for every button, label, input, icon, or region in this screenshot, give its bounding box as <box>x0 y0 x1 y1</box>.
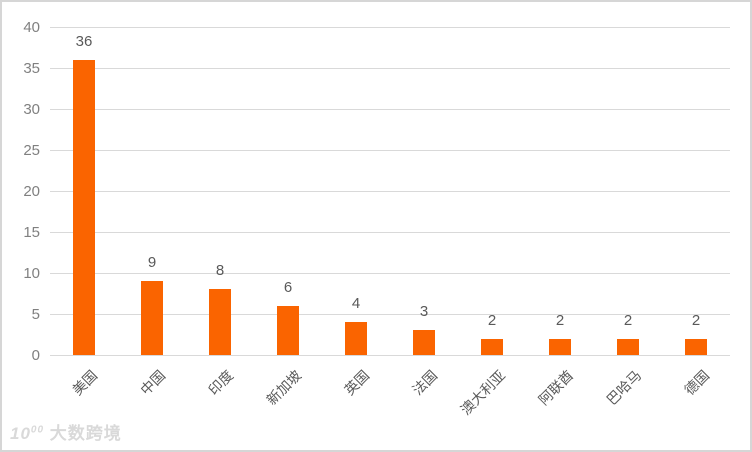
gridline-y15 <box>50 231 730 233</box>
x-tick-label: 英国 <box>341 367 373 399</box>
gridline-y10 <box>50 272 730 274</box>
bar-德国 <box>685 338 707 355</box>
value-label: 8 <box>215 262 225 280</box>
gridline-y35 <box>50 67 730 69</box>
x-tick-label: 印度 <box>205 367 237 399</box>
y-tick-label: 30 <box>23 100 40 118</box>
x-tick-label: 德国 <box>681 367 713 399</box>
bar-印度 <box>209 289 231 355</box>
value-label: 2 <box>691 311 701 329</box>
bar-澳大利亚 <box>481 338 503 355</box>
value-label: 2 <box>623 311 633 329</box>
gridline-y20 <box>50 190 730 192</box>
value-label: 4 <box>351 295 361 313</box>
bar-巴哈马 <box>617 338 639 355</box>
y-tick-label: 0 <box>31 346 40 364</box>
bar-法国 <box>413 330 435 355</box>
watermark-logo-icon: 1000 <box>10 424 45 443</box>
y-tick-label: 25 <box>23 141 40 159</box>
watermark-text: 大数跨境 <box>49 424 122 443</box>
y-tick-label: 20 <box>23 182 40 200</box>
x-tick-label: 法国 <box>409 367 441 399</box>
value-label: 2 <box>555 311 565 329</box>
bar-美国 <box>73 59 95 355</box>
value-label: 36 <box>75 32 93 50</box>
bar-英国 <box>345 322 367 355</box>
gridline-y25 <box>50 149 730 151</box>
y-tick-label: 5 <box>31 305 40 323</box>
value-label: 3 <box>419 303 429 321</box>
value-label: 2 <box>487 311 497 329</box>
y-tick-label: 40 <box>23 18 40 36</box>
bar-阿联酋 <box>549 338 571 355</box>
gridline-y30 <box>50 108 730 110</box>
watermark: 1000 大数跨境 <box>10 419 122 444</box>
gridline-y5 <box>50 313 730 315</box>
x-tick-label: 阿联酋 <box>535 367 577 409</box>
gridline-y0 <box>50 354 730 356</box>
bar-新加坡 <box>277 305 299 355</box>
x-tick-label: 新加坡 <box>263 367 305 409</box>
bar-中国 <box>141 281 163 355</box>
x-tick-label: 巴哈马 <box>603 367 645 409</box>
x-tick-label: 澳大利亚 <box>457 367 509 418</box>
y-tick-label: 10 <box>23 264 40 282</box>
x-tick-label: 美国 <box>69 367 101 399</box>
x-tick-label: 中国 <box>137 367 169 399</box>
y-tick-label: 15 <box>23 223 40 241</box>
value-label: 6 <box>283 278 293 296</box>
y-tick-label: 35 <box>23 59 40 77</box>
gridline-y40 <box>50 26 730 28</box>
value-label: 9 <box>147 254 157 272</box>
